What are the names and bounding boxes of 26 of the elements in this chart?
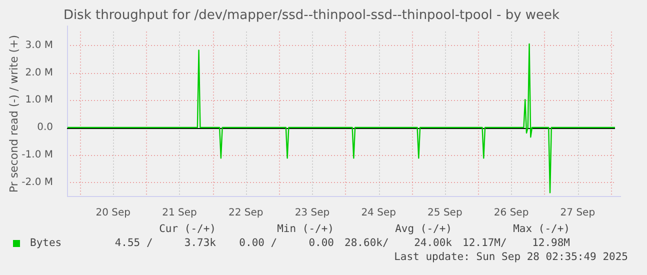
x-tick-label: 25 Sep	[428, 208, 462, 219]
x-tick-label: 26 Sep	[494, 208, 529, 219]
x-tick-label: 21 Sep	[162, 208, 197, 219]
y-tick-label: 0.0	[37, 122, 53, 134]
x-tick-label: 27 Sep	[560, 208, 596, 219]
text: 28.60k/ 24.00k	[344, 236, 452, 250]
y-axis-title: Pr second read (-) / write (+)	[7, 34, 20, 193]
y-tick-label: 3.0 M	[25, 40, 53, 51]
y-tick-label: -2.0 M	[22, 176, 53, 188]
legend-label: Bytes	[30, 236, 62, 250]
text: 4.55 / 3.73k	[114, 236, 216, 250]
text: 0.00 / 0.00	[238, 236, 334, 250]
text: 12.17M/ 12.98M	[462, 236, 570, 250]
text: Last update: Sun Sep 28 02:35:49 2025	[393, 250, 629, 264]
text: Avg (-/+)	[394, 222, 452, 236]
x-tick-label: 23 Sep	[294, 208, 330, 219]
x-tick-label: 20 Sep	[96, 208, 130, 219]
x-tick-label: 22 Sep	[228, 208, 264, 219]
chart-title: Disk throughput for /dev/mapper/ssd--thinpool-ssd--thinpool-tpool - by week	[63, 8, 560, 24]
text: Max (-/+)	[512, 222, 570, 236]
text: Min (-/+)	[276, 222, 334, 236]
y-tick-label: -1.0 M	[22, 149, 53, 160]
y-tick-label: 1.0 M	[25, 94, 53, 106]
text: Cur (-/+)	[158, 222, 216, 236]
x-tick-label: 24 Sep	[361, 208, 396, 219]
y-tick-label: 2.0 M	[25, 67, 53, 78]
